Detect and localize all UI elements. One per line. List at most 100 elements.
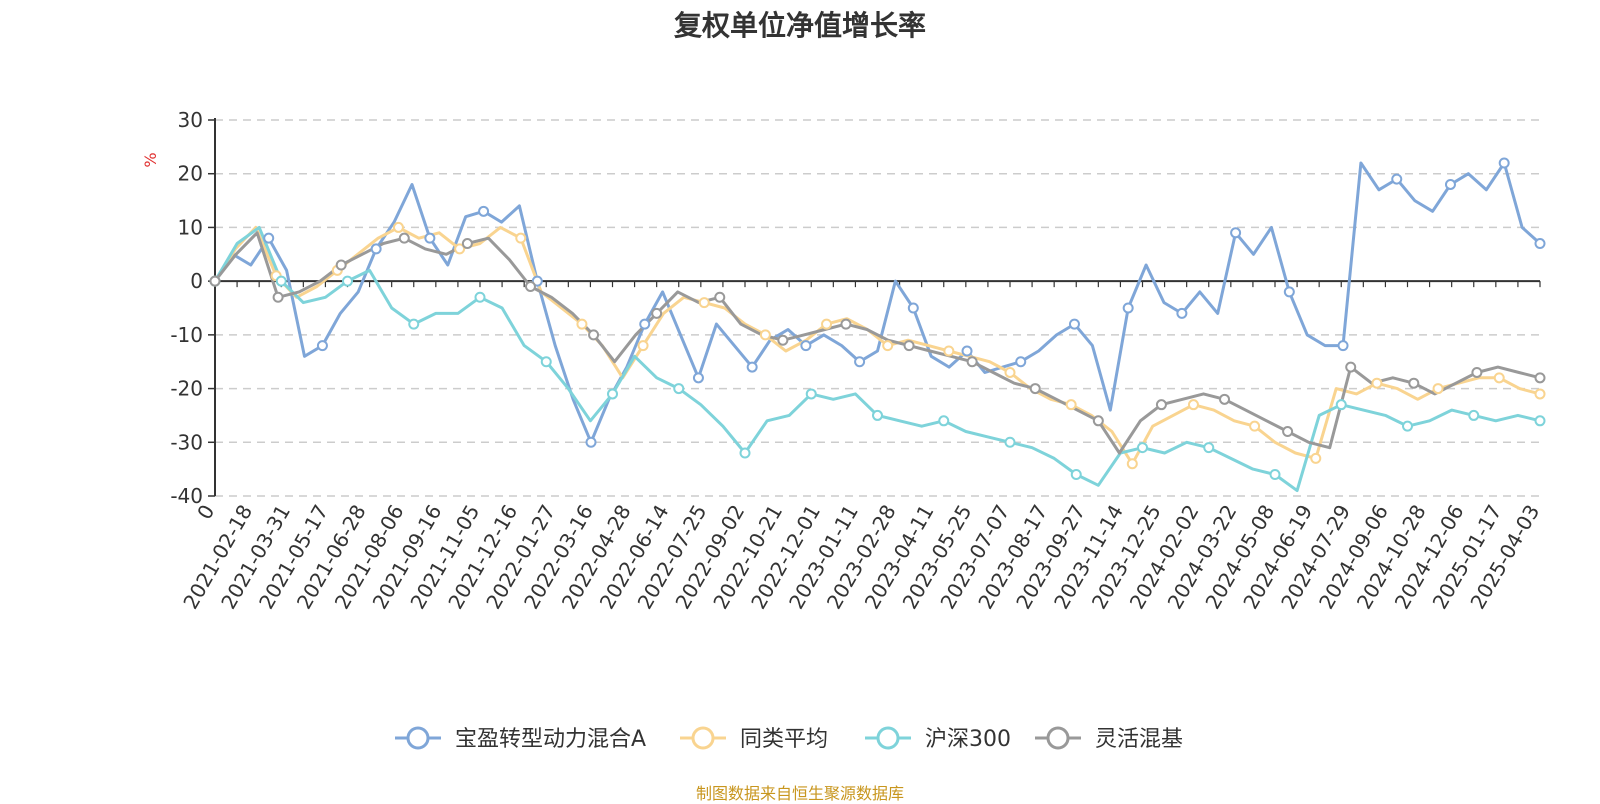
data-point (1068, 318, 1080, 330)
data-point (1432, 383, 1444, 395)
data-point (1471, 366, 1483, 378)
legend[interactable]: 宝盈转型动力混合A 同类平均 沪深300 灵活混基 (395, 726, 1183, 752)
gridlines (215, 119, 1540, 497)
legend-item-3[interactable]: 灵活混基 (1035, 726, 1183, 752)
data-point (1137, 442, 1148, 454)
data-point (1219, 393, 1231, 405)
legend-swatch-circle (406, 726, 430, 750)
data-point (408, 318, 420, 330)
data-point (1493, 372, 1505, 384)
data-point (1015, 356, 1027, 368)
data-point (454, 243, 466, 255)
data-point (342, 275, 353, 287)
data-point (370, 243, 382, 255)
data-point (1004, 436, 1016, 448)
data-point (335, 259, 347, 271)
data-point (1004, 366, 1016, 378)
data-point (1534, 415, 1546, 427)
data-point (1269, 469, 1281, 481)
data-point (1155, 399, 1167, 411)
data-point (1203, 442, 1215, 454)
series-line-2 (213, 225, 1541, 493)
data-point (961, 345, 973, 357)
legend-label: 宝盈转型动力混合A (455, 727, 646, 752)
data-point (805, 388, 817, 400)
data-point (1092, 415, 1104, 427)
data-point (1371, 377, 1383, 389)
y-tick-label: 10 (178, 215, 203, 239)
data-point (673, 383, 685, 395)
data-point (1468, 409, 1480, 421)
data-point (1187, 399, 1199, 411)
data-point (540, 356, 552, 368)
data-point (1498, 157, 1510, 169)
y-tick-label: -20 (170, 377, 203, 401)
data-point (840, 318, 852, 330)
data-point (966, 356, 978, 368)
series-markers (209, 157, 1546, 481)
y-tick-label: 30 (178, 108, 203, 132)
data-point (275, 275, 287, 287)
data-point (1249, 420, 1261, 432)
y-tick-label: -40 (170, 484, 203, 508)
data-point (1408, 377, 1420, 389)
y-tick-label: -30 (170, 430, 203, 454)
legend-label: 灵活混基 (1095, 727, 1183, 752)
data-point (872, 409, 883, 421)
y-axis-label: % (141, 152, 160, 167)
data-point (1122, 302, 1134, 314)
data-point (1345, 361, 1357, 373)
data-point (759, 329, 771, 341)
data-point (777, 334, 789, 346)
data-point (882, 340, 894, 352)
data-point (692, 372, 704, 384)
data-point (746, 361, 758, 373)
legend-item-1[interactable]: 同类平均 (680, 726, 828, 752)
legend-item-2[interactable]: 沪深300 (865, 726, 1011, 752)
data-point (398, 232, 410, 244)
data-point (800, 340, 812, 352)
data-point (392, 221, 404, 233)
data-point (1065, 399, 1077, 411)
data-point (1176, 307, 1188, 319)
data-point (1534, 388, 1546, 400)
source-note: 制图数据来自恒生聚源数据库 (695, 784, 904, 803)
data-point (854, 356, 866, 368)
data-point (1283, 286, 1295, 298)
series-line-0 (213, 161, 1542, 444)
data-point (637, 340, 649, 352)
data-point (739, 447, 751, 459)
legend-item-0[interactable]: 宝盈转型动力混合A (395, 726, 646, 752)
data-point (524, 281, 536, 293)
data-point (1310, 452, 1322, 464)
data-point (903, 340, 915, 352)
legend-label: 同类平均 (740, 727, 828, 752)
data-point (316, 340, 328, 352)
data-point (209, 275, 221, 287)
data-point (1534, 238, 1546, 250)
data-point (1070, 469, 1082, 481)
x-tick-label: 0 (192, 501, 219, 524)
series-line-3 (213, 231, 1541, 455)
data-point (698, 297, 710, 309)
data-point (585, 436, 597, 448)
data-point (588, 329, 600, 341)
data-point (1444, 178, 1456, 190)
data-point (907, 302, 919, 314)
y-tick-label: 20 (178, 162, 203, 186)
legend-swatch-circle (876, 726, 900, 750)
data-point (1029, 383, 1041, 395)
data-point (607, 388, 618, 400)
data-point (1126, 458, 1138, 470)
data-point (424, 232, 436, 244)
data-point (1335, 399, 1347, 411)
series-line-1 (213, 225, 1541, 466)
data-point (1230, 227, 1242, 239)
data-point (263, 232, 275, 244)
data-point (478, 205, 490, 217)
data-point (938, 415, 950, 427)
data-point (714, 291, 726, 303)
data-point (515, 232, 527, 244)
data-point (943, 345, 955, 357)
